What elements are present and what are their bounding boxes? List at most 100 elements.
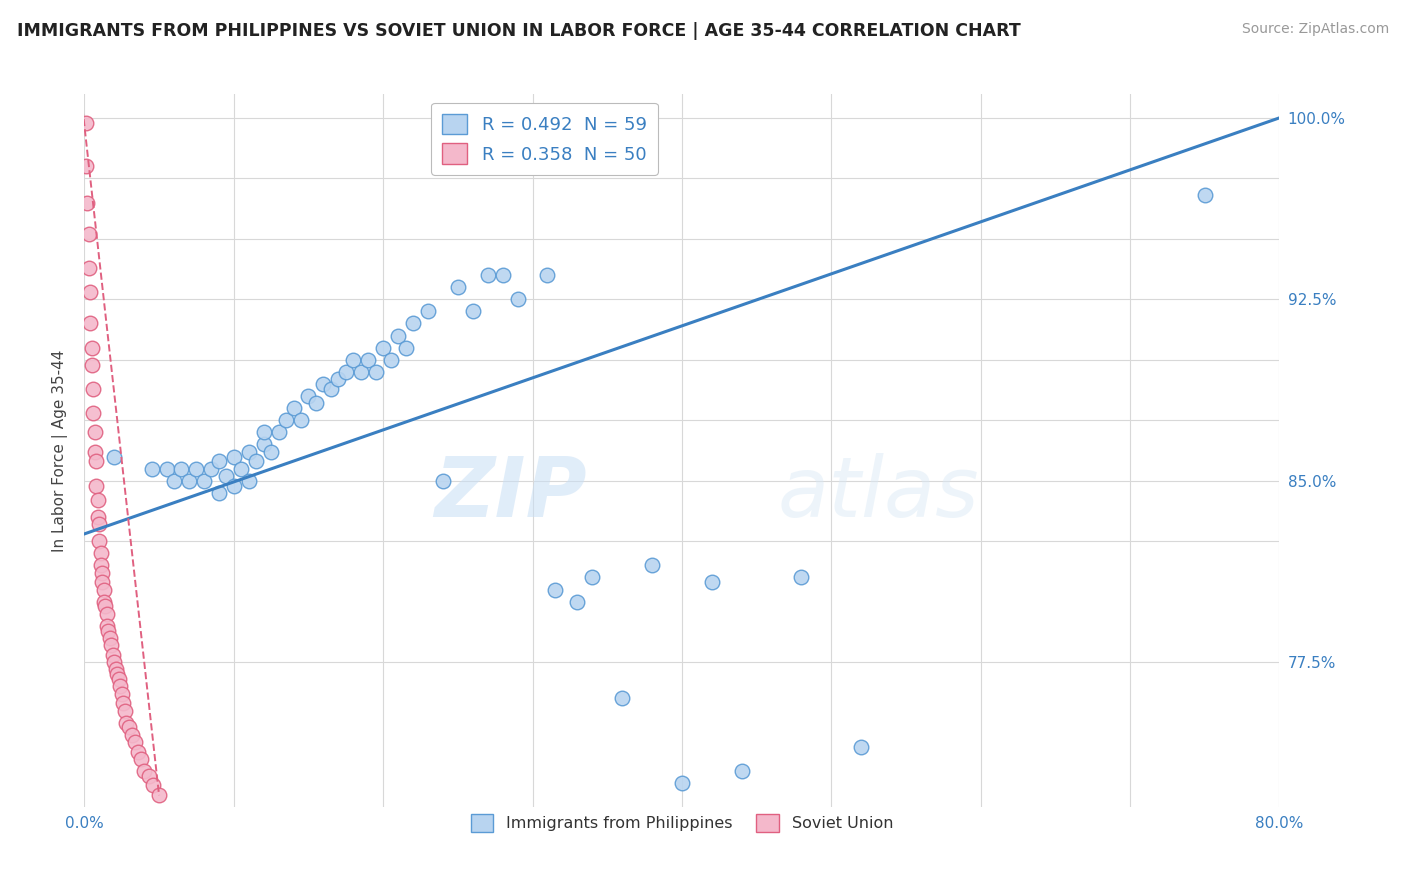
Point (208, 454, 231, 468)
Point (101, 648, 124, 662)
Point (97, 624, 120, 638)
Point (544, 582, 567, 597)
Point (186, 461, 208, 475)
Point (208, 485, 231, 500)
Point (163, 474, 186, 488)
Point (477, 268, 499, 282)
Point (148, 788, 170, 802)
Point (193, 474, 215, 488)
Point (90, 546, 112, 560)
Point (79, 285, 101, 299)
Point (731, 764, 754, 778)
Point (305, 396, 328, 410)
Point (267, 425, 290, 440)
Point (112, 696, 135, 710)
Point (80, 341, 103, 355)
Point (177, 474, 200, 488)
Point (297, 389, 319, 403)
Point (671, 776, 693, 790)
Point (100, 638, 122, 652)
Point (200, 461, 222, 475)
Point (253, 425, 276, 440)
Point (432, 474, 454, 488)
Point (87, 510, 110, 524)
Point (89, 517, 111, 532)
Point (111, 687, 134, 701)
Point (416, 304, 439, 318)
Point (581, 570, 603, 584)
Point (77, 227, 100, 241)
Point (86, 478, 108, 492)
Text: Source: ZipAtlas.com: Source: ZipAtlas.com (1241, 22, 1389, 37)
Point (492, 268, 515, 282)
Point (170, 461, 193, 475)
Point (79, 317, 101, 331)
Point (107, 672, 129, 686)
Point (238, 474, 260, 488)
Point (103, 655, 125, 669)
Point (231, 461, 253, 475)
Point (155, 461, 177, 475)
Point (115, 715, 138, 730)
Point (506, 293, 529, 307)
Legend: Immigrants from Philippines, Soviet Union: Immigrants from Philippines, Soviet Unio… (464, 807, 900, 838)
Point (335, 365, 357, 379)
Point (319, 382, 342, 396)
Point (80, 358, 103, 372)
Point (94, 599, 117, 614)
Point (82, 382, 104, 396)
Point (238, 444, 260, 458)
Point (105, 667, 128, 681)
Point (215, 468, 238, 483)
Point (373, 341, 395, 355)
Point (118, 721, 141, 735)
Point (121, 728, 143, 742)
Point (245, 454, 267, 468)
Point (790, 570, 813, 584)
Point (350, 365, 373, 379)
Text: atlas: atlas (778, 453, 979, 533)
Point (612, 691, 634, 706)
Point (380, 352, 402, 367)
Point (89, 534, 111, 549)
Point (83, 425, 105, 440)
Point (104, 662, 127, 676)
Point (83, 444, 105, 458)
Point (283, 401, 305, 416)
Point (328, 372, 350, 386)
Point (77, 260, 100, 275)
Point (342, 352, 364, 367)
Text: IMMIGRANTS FROM PHILIPPINES VS SOVIET UNION IN LABOR FORCE | AGE 35-44 CORRELATI: IMMIGRANTS FROM PHILIPPINES VS SOVIET UN… (17, 22, 1021, 40)
Point (364, 365, 387, 379)
Point (253, 437, 276, 451)
Point (260, 444, 283, 458)
Point (96, 619, 118, 633)
Point (357, 352, 380, 367)
Point (222, 478, 245, 492)
Point (387, 328, 409, 343)
Point (124, 735, 146, 749)
Point (851, 739, 873, 754)
Point (127, 745, 149, 759)
Point (93, 582, 115, 597)
Point (274, 413, 297, 427)
Point (700, 575, 723, 590)
Text: ZIP: ZIP (433, 453, 586, 533)
Point (394, 341, 416, 355)
Point (142, 779, 165, 793)
Point (132, 764, 156, 778)
Point (114, 704, 136, 718)
Point (312, 376, 335, 391)
Point (82, 406, 104, 420)
Point (129, 752, 152, 766)
Point (567, 594, 589, 608)
Point (110, 679, 132, 693)
Point (76, 195, 98, 210)
Point (447, 280, 470, 294)
Point (1194, 188, 1216, 202)
Point (75, 116, 97, 130)
Point (93, 594, 115, 608)
Point (138, 769, 160, 783)
Point (222, 450, 245, 464)
Point (86, 454, 108, 468)
